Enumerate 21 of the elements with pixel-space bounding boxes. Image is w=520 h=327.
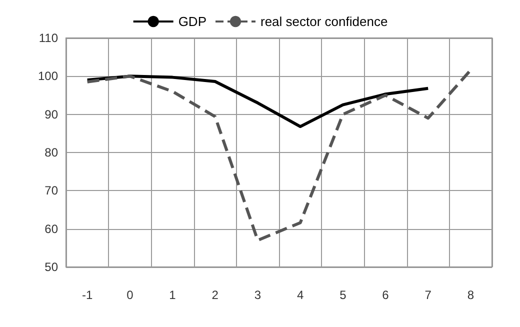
y-tick-label: 80 (44, 146, 58, 160)
y-tick-label: 50 (44, 260, 58, 274)
x-tick-label: -1 (82, 288, 93, 302)
y-tick-label: 90 (44, 107, 58, 122)
y-tick-label: 100 (38, 69, 58, 84)
x-tick-label: 0 (126, 288, 134, 302)
x-tick-label: 7 (424, 288, 432, 302)
x-tick-label: 6 (382, 288, 390, 302)
y-tick-label: 70 (44, 184, 58, 198)
x-tick-label: 5 (340, 288, 347, 302)
x-tick-label: 4 (296, 288, 304, 302)
x-tick-label: 8 (467, 288, 474, 302)
legend-label: GDP (178, 14, 206, 29)
x-tick-label: 3 (254, 288, 262, 302)
y-tick-label: 60 (44, 222, 58, 236)
line-series (86, 74, 430, 128)
line-series (86, 68, 472, 242)
x-tick-label: 1 (169, 288, 176, 302)
x-tick-label: 2 (212, 288, 219, 302)
legend-label: real sector confidence (260, 14, 388, 29)
y-tick-label: 110 (38, 31, 58, 45)
